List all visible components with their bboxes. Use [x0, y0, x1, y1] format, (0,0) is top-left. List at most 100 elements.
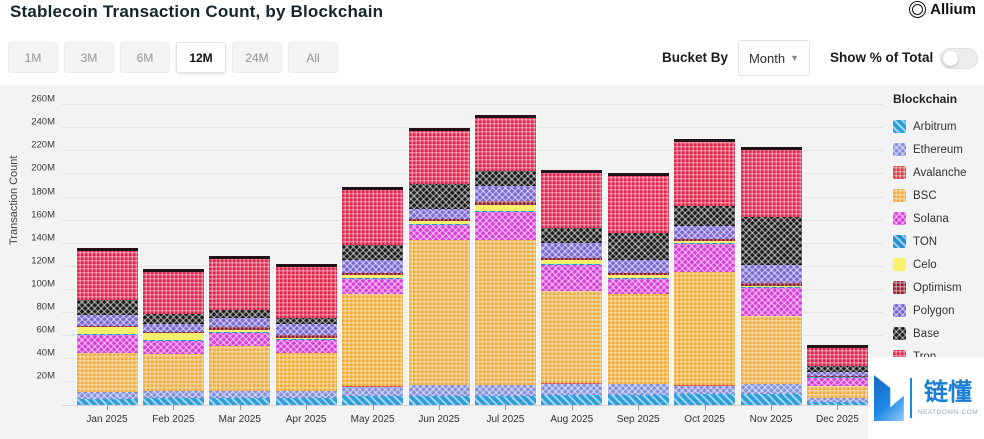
segment-base-dec-2025[interactable]: [806, 366, 868, 373]
segment-solana-jun-2025[interactable]: [408, 224, 470, 240]
segment-ton-apr-2025[interactable]: [275, 338, 337, 340]
segment-bsc-oct-2025[interactable]: [674, 272, 736, 386]
bar-aug-2025[interactable]: [540, 169, 604, 405]
segment-optimism-jan-2025[interactable]: [76, 325, 138, 328]
bar-sep-2025[interactable]: [606, 172, 670, 405]
bar-mar-2025[interactable]: [208, 256, 272, 405]
segment-solana-jul-2025[interactable]: [474, 211, 536, 240]
segment-ethereum-mar-2025[interactable]: [209, 391, 271, 399]
segment-celo-apr-2025[interactable]: [275, 337, 337, 339]
segment-bsc-aug-2025[interactable]: [541, 290, 603, 384]
segment-bsc-sep-2025[interactable]: [607, 293, 669, 384]
segment-polygon-jul-2025[interactable]: [474, 186, 536, 202]
segment-ton-nov-2025[interactable]: [740, 286, 802, 289]
range-button-12m[interactable]: 12M: [176, 42, 226, 73]
segment-avalanche-sep-2025[interactable]: [607, 383, 669, 385]
segment-celo-oct-2025[interactable]: [674, 241, 736, 243]
segment-base-jun-2025[interactable]: [408, 184, 470, 209]
segment-avalanche-aug-2025[interactable]: [541, 383, 603, 384]
segment-ethereum-dec-2025[interactable]: [806, 398, 868, 402]
segment-ton-feb-2025[interactable]: [142, 339, 204, 342]
segment-optimism-jul-2025[interactable]: [474, 201, 536, 206]
segment-bsc-nov-2025[interactable]: [740, 315, 802, 384]
segment-optimism-jun-2025[interactable]: [408, 218, 470, 222]
segment-avalanche-jan-2025[interactable]: [76, 391, 138, 393]
segment-polygon-mar-2025[interactable]: [209, 318, 271, 328]
segment-avalanche-nov-2025[interactable]: [740, 383, 802, 385]
segment-tron-nov-2025[interactable]: [740, 149, 802, 217]
segment-ton-may-2025[interactable]: [342, 277, 404, 279]
segment-polygon-feb-2025[interactable]: [142, 323, 204, 332]
segment-tron-apr-2025[interactable]: [275, 267, 337, 319]
segment-solana-sep-2025[interactable]: [607, 278, 669, 294]
segment-celo-jul-2025[interactable]: [474, 205, 536, 211]
segment-polygon-nov-2025[interactable]: [740, 265, 802, 283]
segment-ton-mar-2025[interactable]: [209, 331, 271, 333]
segment-polygon-oct-2025[interactable]: [674, 226, 736, 239]
segment-ethereum-oct-2025[interactable]: [674, 386, 736, 395]
segment-tron-mar-2025[interactable]: [209, 259, 271, 310]
bucket-by-dropdown[interactable]: Month ▼: [738, 40, 810, 76]
legend-item-optimism[interactable]: Optimism: [893, 276, 983, 299]
legend-item-avalanche[interactable]: Avalanche: [893, 161, 983, 184]
segment-ethereum-aug-2025[interactable]: [541, 383, 603, 395]
segment-base-aug-2025[interactable]: [541, 228, 603, 244]
segment-ethereum-sep-2025[interactable]: [607, 384, 669, 395]
segment-tron-feb-2025[interactable]: [142, 271, 204, 315]
segment-ton-sep-2025[interactable]: [607, 277, 669, 279]
segment-ethereum-jan-2025[interactable]: [76, 392, 138, 400]
segment-base-nov-2025[interactable]: [740, 216, 802, 266]
segment-tron-jan-2025[interactable]: [76, 251, 138, 300]
range-button-24m[interactable]: 24M: [232, 42, 282, 73]
segment-bsc-dec-2025[interactable]: [806, 385, 868, 398]
segment-tron-sep-2025[interactable]: [607, 175, 669, 234]
legend-item-ton[interactable]: TON: [893, 230, 983, 253]
segment-optimism-apr-2025[interactable]: [275, 335, 337, 338]
range-button-1m[interactable]: 1M: [8, 42, 58, 73]
segment-ethereum-apr-2025[interactable]: [275, 391, 337, 399]
show-percent-toggle[interactable]: [940, 48, 978, 69]
segment-avalanche-oct-2025[interactable]: [674, 385, 736, 386]
bar-may-2025[interactable]: [341, 187, 405, 405]
segment-avalanche-mar-2025[interactable]: [209, 390, 271, 392]
segment-solana-jan-2025[interactable]: [76, 335, 138, 353]
segment-solana-dec-2025[interactable]: [806, 377, 868, 386]
legend-item-bsc[interactable]: BSC: [893, 184, 983, 207]
segment-celo-may-2025[interactable]: [342, 274, 404, 278]
bar-jan-2025[interactable]: [75, 248, 139, 405]
segment-ethereum-feb-2025[interactable]: [142, 391, 204, 399]
segment-optimism-dec-2025[interactable]: [806, 376, 868, 377]
segment-arbitrum-jun-2025[interactable]: [408, 395, 470, 405]
segment-ton-oct-2025[interactable]: [674, 242, 736, 244]
segment-bsc-jun-2025[interactable]: [408, 239, 470, 385]
segment-ethereum-jun-2025[interactable]: [408, 385, 470, 396]
segment-arbitrum-jan-2025[interactable]: [76, 399, 138, 405]
segment-ethereum-may-2025[interactable]: [342, 386, 404, 396]
segment-tron-dec-2025[interactable]: [806, 348, 868, 367]
segment-tron-may-2025[interactable]: [342, 190, 404, 246]
segment-bsc-may-2025[interactable]: [342, 293, 404, 386]
range-button-all[interactable]: All: [288, 42, 338, 73]
segment-ethereum-jul-2025[interactable]: [474, 385, 536, 396]
segment-celo-nov-2025[interactable]: [740, 285, 802, 287]
segment-polygon-may-2025[interactable]: [342, 260, 404, 274]
segment-optimism-oct-2025[interactable]: [674, 238, 736, 242]
segment-arbitrum-oct-2025[interactable]: [674, 394, 736, 405]
segment-avalanche-feb-2025[interactable]: [142, 390, 204, 392]
segment-polygon-aug-2025[interactable]: [541, 243, 603, 259]
segment-tron-oct-2025[interactable]: [674, 142, 736, 206]
legend-item-arbitrum[interactable]: Arbitrum: [893, 115, 983, 138]
bar-dec-2025[interactable]: [805, 345, 869, 405]
segment-tron-jul-2025[interactable]: [474, 118, 536, 172]
segment-avalanche-jun-2025[interactable]: [408, 384, 470, 386]
segment-arbitrum-mar-2025[interactable]: [209, 398, 271, 405]
segment-bsc-feb-2025[interactable]: [142, 353, 204, 391]
segment-ton-jun-2025[interactable]: [408, 223, 470, 225]
segment-solana-mar-2025[interactable]: [209, 333, 271, 346]
segment-base-mar-2025[interactable]: [209, 309, 271, 319]
segment-celo-feb-2025[interactable]: [142, 333, 204, 340]
legend-item-ethereum[interactable]: Ethereum: [893, 138, 983, 161]
segment-base-feb-2025[interactable]: [142, 314, 204, 324]
segment-avalanche-jul-2025[interactable]: [474, 384, 536, 386]
segment-celo-jun-2025[interactable]: [408, 221, 470, 224]
